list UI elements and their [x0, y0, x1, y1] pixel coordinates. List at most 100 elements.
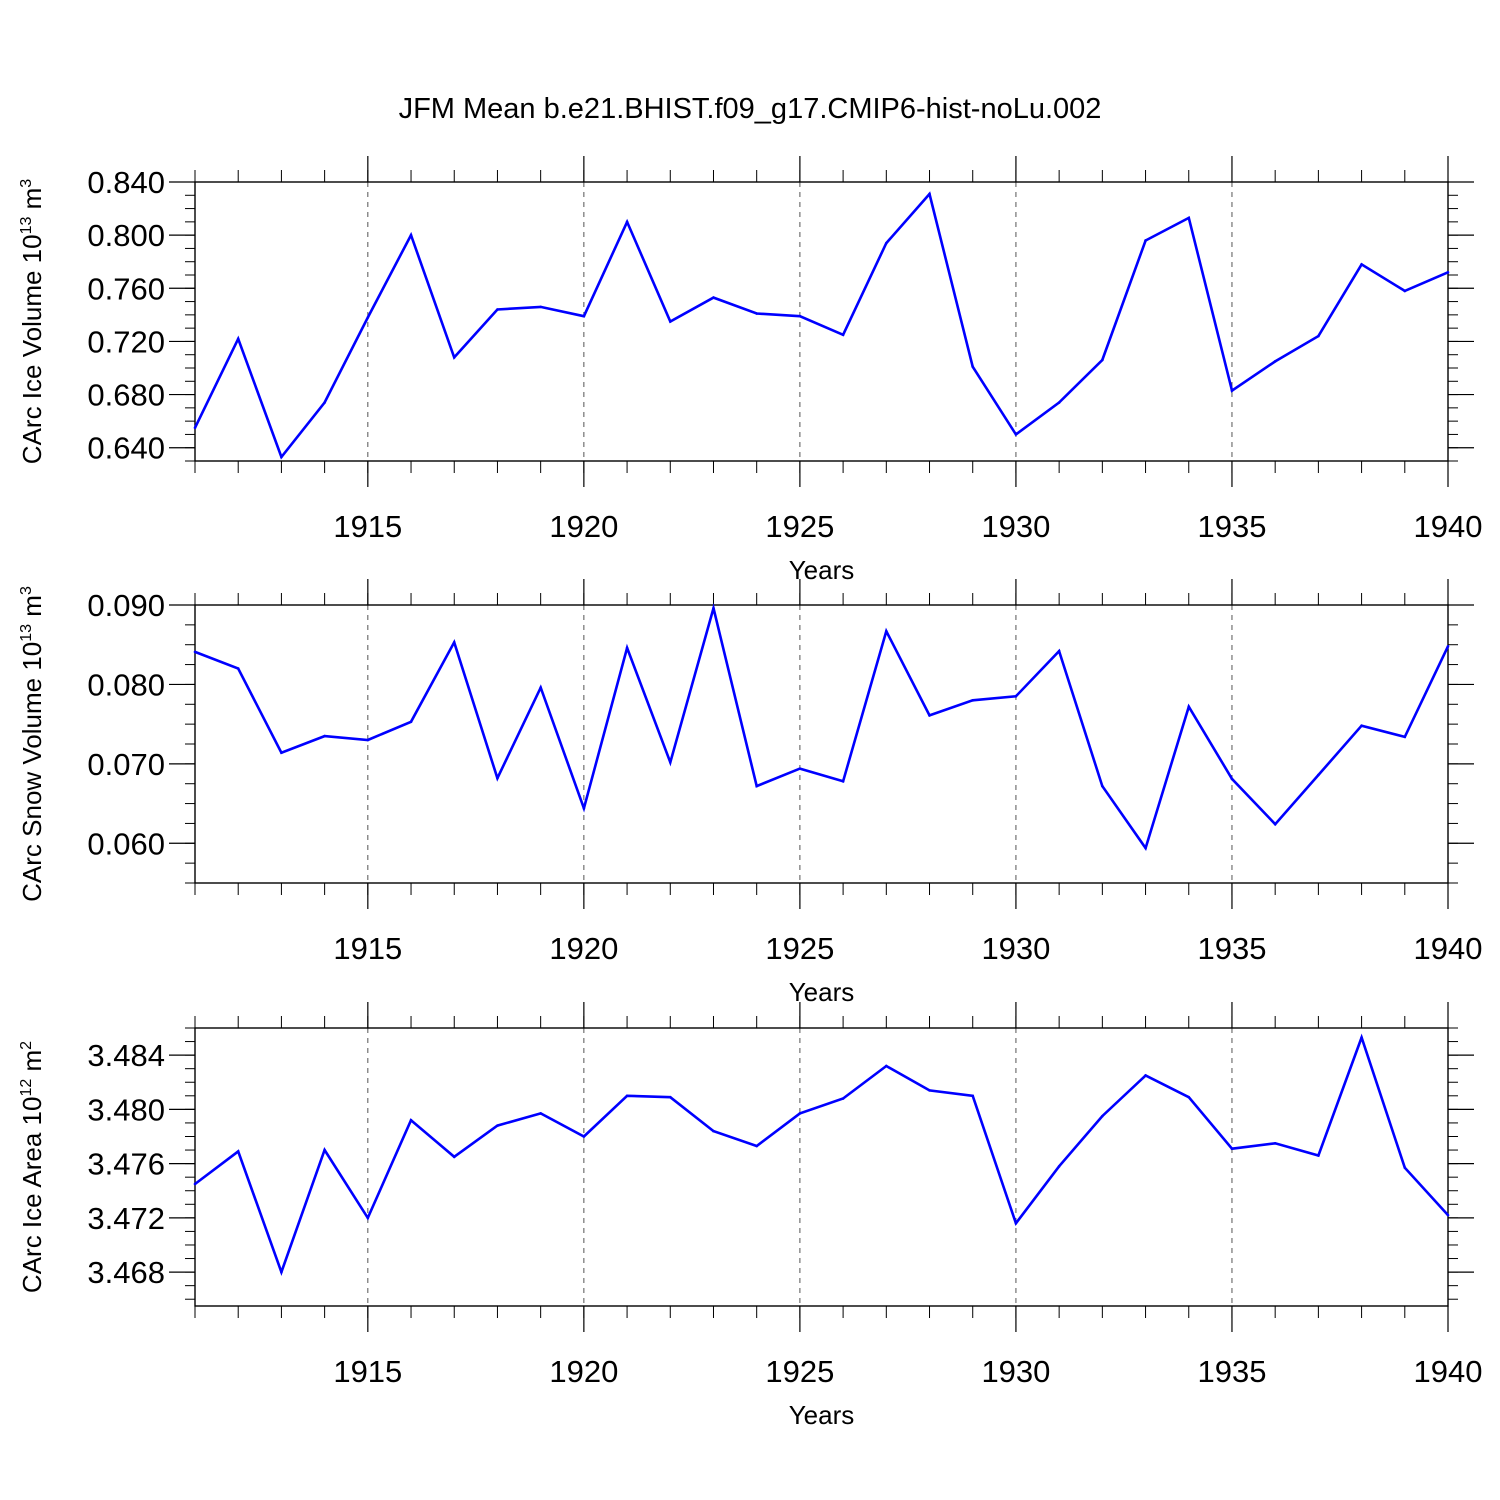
data-point [409, 233, 413, 237]
y-axis-label-text: CArc Ice Volume 10 [17, 234, 47, 464]
x-tick-label: 1940 [1414, 509, 1483, 544]
figure-title: JFM Mean b.e21.BHIST.f09_g17.CMIP6-hist-… [399, 93, 1102, 125]
data-point [755, 312, 758, 315]
y-tick-label: 0.720 [87, 324, 165, 359]
data-series-line [193, 191, 1449, 460]
data-point [539, 686, 542, 689]
x-tick-label: 1940 [1414, 931, 1483, 966]
x-tick-label: 1925 [765, 931, 834, 966]
data-point [1230, 389, 1234, 392]
data-point [323, 734, 326, 738]
y-tick-label: 0.060 [87, 826, 165, 861]
data-point [1187, 216, 1191, 220]
data-point [366, 316, 370, 319]
data-point [1360, 1036, 1363, 1039]
x-tick-label: 1920 [549, 509, 618, 544]
data-point [1144, 1074, 1147, 1077]
data-point [1144, 239, 1147, 242]
data-point [236, 337, 240, 341]
y-axis-label-text: CArc Snow Volume 10 [17, 642, 47, 902]
y-tick-label: 0.090 [87, 588, 165, 623]
data-point [1101, 784, 1104, 788]
data-point [841, 780, 845, 783]
data-point [1446, 1213, 1450, 1217]
data-point [928, 714, 931, 717]
y-tick-label: 3.468 [87, 1255, 165, 1290]
data-point [409, 1118, 413, 1122]
data-point [280, 455, 283, 459]
data-point [1273, 1141, 1277, 1145]
data-point [452, 1155, 456, 1159]
chart-panel-2: 0.060 0.070 0.080 0.090 1915 1920 1925 1930 1935… [17, 579, 1482, 1007]
x-tick-label: 1915 [333, 509, 402, 544]
y-axis-label-unit-exponent: 2 [18, 1041, 35, 1050]
y-axis-label-exponent: 13 [18, 217, 35, 235]
y-axis-label: CArc Ice Area 1012 m2 [17, 1041, 47, 1293]
y-axis-label-exponent: 13 [18, 624, 35, 642]
data-point [1057, 649, 1061, 653]
data-point [582, 1135, 586, 1138]
y-tick-label: 0.680 [87, 378, 165, 413]
data-point [798, 767, 802, 770]
data-point [1014, 433, 1018, 436]
data-point [1403, 1166, 1407, 1169]
data-point [1317, 334, 1320, 338]
plot-frame [194, 1027, 1449, 1307]
x-tick-label: 1935 [1197, 509, 1266, 544]
x-tick-label: 1930 [981, 509, 1050, 544]
data-point [496, 308, 499, 311]
chart-panel-3: 3.468 3.472 3.476 3.480 3.484 1915 1920 1925 193… [17, 1002, 1482, 1430]
data-point [1360, 263, 1363, 266]
data-point [1273, 360, 1277, 363]
data-point [539, 305, 542, 309]
y-tick-label: 0.070 [87, 747, 165, 782]
data-point [366, 1216, 370, 1220]
chart-panel-1: 0.640 0.680 0.720 0.760 0.800 0.840 1915 1920 19… [17, 156, 1482, 585]
x-tick-label: 1920 [549, 1354, 618, 1389]
data-point [1101, 1114, 1104, 1118]
data-point [885, 629, 888, 633]
data-point [452, 641, 456, 644]
data-point [668, 320, 672, 323]
y-tick-label: 0.080 [87, 667, 165, 702]
x-tick-label: 1915 [333, 931, 402, 966]
data-point [1057, 401, 1061, 404]
data-point [1317, 773, 1320, 777]
data-point [409, 720, 413, 724]
data-point [1360, 724, 1363, 728]
y-axis-label-unit: m [17, 1050, 47, 1079]
data-point [712, 1129, 715, 1133]
x-tick-label: 1940 [1414, 1354, 1483, 1389]
y-tick-label: 0.640 [87, 431, 165, 466]
data-point [1014, 695, 1018, 698]
data-point [1230, 777, 1234, 781]
data-point [280, 751, 283, 755]
chart-panels: 0.640 0.680 0.720 0.760 0.800 0.840 1915 1920 19… [17, 156, 1482, 1430]
data-point [971, 365, 975, 368]
y-axis-label-text: CArc Ice Area 10 [17, 1097, 47, 1294]
data-point [366, 738, 370, 742]
x-axis-label: Years [789, 555, 855, 585]
data-point [1317, 1154, 1320, 1157]
data-series-line [194, 603, 1450, 852]
data-point [668, 1095, 672, 1099]
y-axis-label: CArc Snow Volume 1013 m3 [17, 586, 47, 902]
data-point [496, 776, 499, 780]
data-point [582, 807, 586, 810]
data-point [712, 296, 715, 299]
data-point [1101, 358, 1104, 362]
data-point [193, 426, 197, 430]
data-point [1014, 1221, 1018, 1225]
data-point [193, 1182, 197, 1186]
data-point [452, 356, 456, 359]
data-point [1446, 645, 1450, 648]
y-axis-label-unit-exponent: 3 [18, 586, 35, 595]
y-tick-label: 3.480 [87, 1092, 165, 1127]
data-point [539, 1112, 542, 1115]
plot-frame [194, 181, 1449, 462]
y-tick-label: 3.484 [87, 1038, 165, 1073]
y-axis-label-unit-exponent: 3 [18, 179, 35, 188]
data-point [496, 1124, 499, 1127]
y-tick-label: 3.472 [87, 1201, 165, 1236]
x-tick-label: 1925 [765, 509, 834, 544]
